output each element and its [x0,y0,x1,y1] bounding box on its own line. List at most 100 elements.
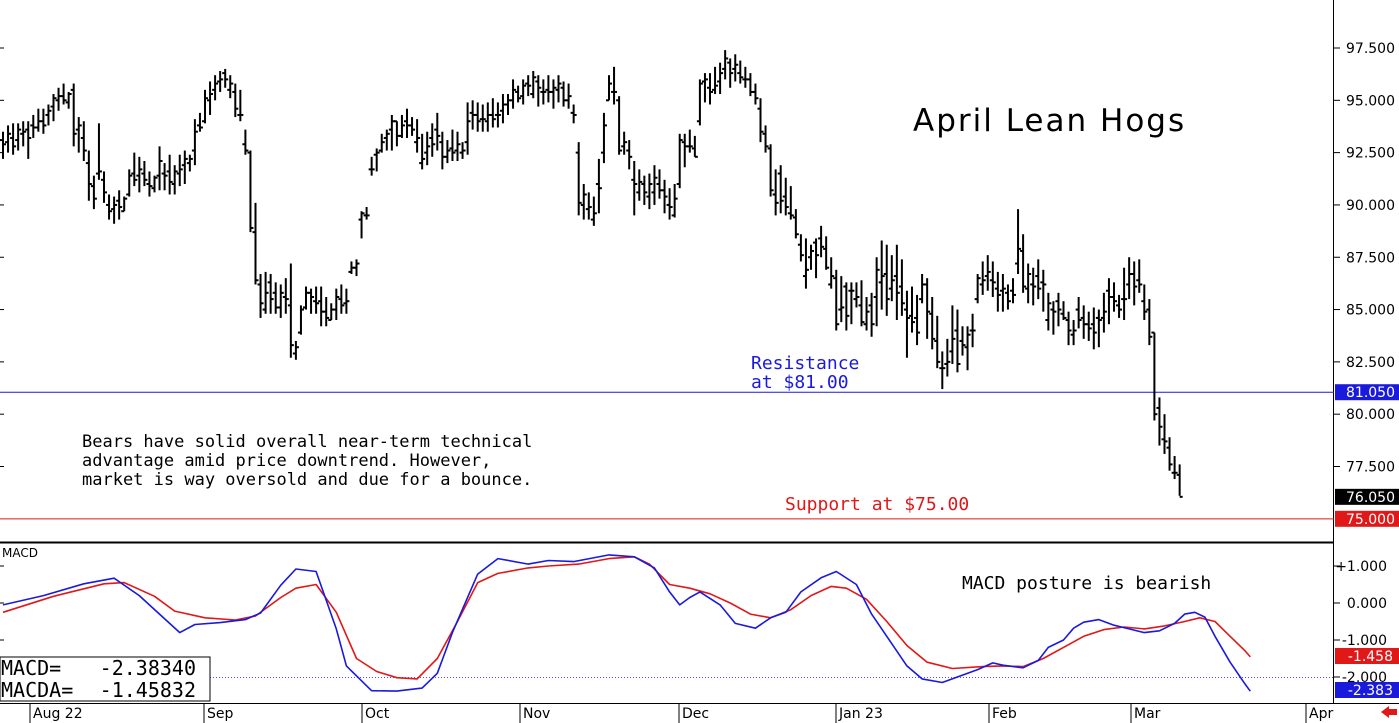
ohlc-bar [1111,282,1117,312]
ohlc-bar [1085,311,1092,341]
ohlc-bar [681,133,688,168]
scroll-back-arrow-icon[interactable] [1381,706,1397,718]
ohlc-bar [676,133,683,189]
support-label: Support at $75.00 [785,494,969,515]
ohlc-bar [515,85,522,103]
ohlc-bar [378,133,385,153]
ohlc-bar [1116,294,1123,318]
ohlc-bar [15,123,22,151]
ohlc-bar [101,171,107,203]
ohlc-bar [85,150,92,201]
ohlc-bar [217,71,224,92]
ohlc-bar [631,160,638,216]
ohlc-bar [318,286,325,327]
month-label: Apr [1309,706,1333,722]
ohlc-bar [161,163,168,191]
macda-tag: -1.458 [1335,648,1399,665]
ohlc-bar [1176,464,1183,498]
ohlc-bar [661,179,668,214]
ohlc-bar [828,257,835,289]
ohlc-bar [429,123,436,157]
month-label: Nov [523,706,550,722]
ohlc-bar [833,269,840,331]
ohlc-bar [439,131,446,170]
month-label: Jan 23 [838,706,883,722]
ohlc-bar [444,140,451,164]
ohlc-bar [474,102,481,132]
ohlc-bar [1050,301,1057,335]
ohlc-bar [106,194,113,220]
ohlc-bar [641,175,648,205]
svg-text:81.050: 81.050 [1346,385,1395,401]
ohlc-bar [75,117,82,153]
ohlc-bar [868,292,875,337]
price-bars [0,50,1183,498]
ohlc-bar [414,119,421,153]
ohlc-bar [459,142,466,159]
ohlc-bar [1010,278,1016,304]
ohlc-bar [383,129,390,151]
ohlc-bar [358,211,365,239]
ohlc-bar [1025,263,1032,304]
ohlc-bar [964,326,971,371]
ohlc-bar [30,114,37,138]
resistance-label: Resistance at $81.00 [751,353,870,393]
ohlc-bar [45,104,52,126]
ohlc-bar [323,297,330,327]
ohlc-bar [368,156,375,176]
ohlc-bar [934,315,941,369]
ohlc-bar [520,79,527,105]
ohlc-bar [606,75,612,102]
ohlc-bar [70,83,77,147]
ohlc-bar [883,244,890,316]
ohlc-bar [1121,267,1128,321]
ohlc-bar [802,238,809,289]
ohlc-bar [202,89,208,124]
ohlc-bar [626,140,633,170]
ohlc-bar [873,257,880,327]
month-label: Dec [682,706,709,722]
ohlc-bar [903,290,910,358]
ohlc-bar [959,326,966,356]
ohlc-bar [530,71,537,99]
ohlc-bar [207,81,214,115]
ohlc-bar [924,278,931,339]
ohlc-bar [1095,309,1102,348]
resistance-label-line1: Resistance [751,353,859,374]
ohlc-bar [176,154,183,187]
resistance-tag: 81.050 [1335,384,1399,401]
commentary: Bears have solid overall near-term techn… [82,432,543,490]
price-tick-label: 82.500 [1346,355,1395,371]
ohlc-bar [646,173,653,210]
ohlc-bar [737,60,744,84]
ohlc-bar [1131,261,1138,306]
ohlc-bar [818,225,825,258]
ohlc-bar [141,160,148,187]
ohlc-bar [878,240,885,310]
ohlc-bar [1136,259,1143,293]
ohlc-bar [196,112,203,132]
ohlc-bar [262,271,269,314]
ohlc-bar [944,338,951,377]
ohlc-bar [701,73,708,103]
ohlc-bar [535,75,542,107]
ohlc-bar [454,131,461,161]
ohlc-bar [277,284,284,318]
ohlc-bar [5,125,12,153]
ohlc-bar [1004,284,1011,310]
ohlc-bar [237,89,244,122]
ohlc-bar [717,62,724,95]
ohlc-bar [333,288,340,321]
ohlc-bar [212,75,219,101]
ohlc-bar [550,79,557,109]
ohlc-bar [914,294,921,346]
ohlc-bar [1015,209,1022,274]
ohlc-bar [727,58,734,88]
macd-readout: MACD= -2.38340 MACDA= -1.45832 [0,656,211,702]
ohlc-bar [126,169,133,197]
ohlc-bar [111,196,118,224]
ohlc-bar [1151,331,1158,421]
ohlc-bar [555,75,562,103]
ohlc-bar [595,158,602,214]
ohlc-bar [843,282,850,331]
